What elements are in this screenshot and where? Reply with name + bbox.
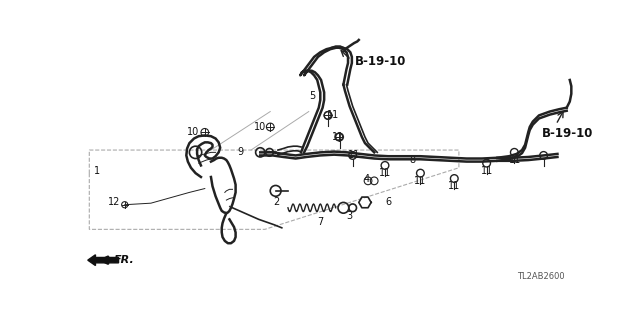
Text: FR.: FR. — [114, 255, 134, 265]
Text: 5: 5 — [310, 91, 316, 101]
Text: 8: 8 — [410, 155, 416, 165]
Text: 6: 6 — [385, 197, 391, 207]
Text: 11: 11 — [448, 181, 460, 191]
Text: B-19-10: B-19-10 — [355, 55, 406, 68]
Text: 4: 4 — [364, 174, 369, 184]
Text: 11: 11 — [414, 176, 426, 186]
Text: 11: 11 — [332, 132, 344, 142]
Text: 10: 10 — [187, 127, 200, 137]
Text: 10: 10 — [254, 122, 266, 132]
Text: 11: 11 — [509, 155, 521, 165]
Text: 3: 3 — [346, 211, 353, 221]
Text: 11: 11 — [481, 166, 493, 176]
Text: 9: 9 — [237, 147, 243, 157]
Text: 11: 11 — [348, 150, 360, 160]
Text: 7: 7 — [317, 217, 323, 227]
Text: TL2AB2600: TL2AB2600 — [516, 273, 564, 282]
Text: 12: 12 — [108, 196, 120, 207]
Text: 1: 1 — [94, 166, 100, 176]
Text: B-19-10: B-19-10 — [542, 127, 593, 140]
Text: 2: 2 — [273, 196, 280, 207]
Text: 11: 11 — [379, 168, 391, 178]
Text: 11: 11 — [327, 110, 339, 120]
FancyArrow shape — [88, 255, 118, 266]
